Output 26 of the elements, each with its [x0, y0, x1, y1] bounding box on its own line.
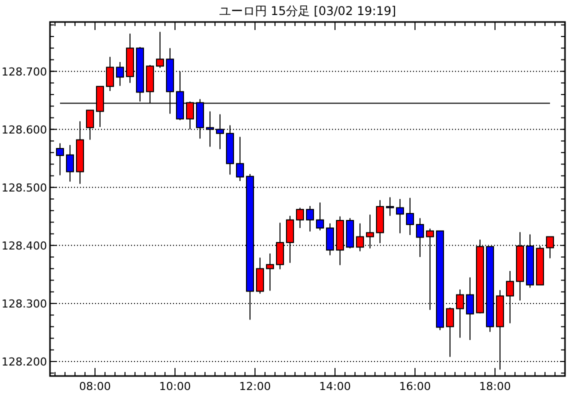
- x-tick-label: 10:00: [159, 380, 191, 393]
- y-tick-label: 128.500: [2, 181, 47, 194]
- x-tick-label: 18:00: [479, 380, 511, 393]
- candlestick: [406, 197, 414, 236]
- candlestick: [156, 31, 164, 68]
- candlestick: [316, 202, 324, 231]
- y-tick-label: 128.400: [2, 239, 47, 252]
- candlestick: [56, 142, 64, 176]
- candlestick: [66, 144, 74, 182]
- y-tick-label: 128.600: [2, 123, 47, 136]
- x-tick-label: 12:00: [239, 380, 271, 393]
- candlestick: [446, 307, 454, 358]
- candlestick: [396, 198, 404, 234]
- candlestick: [236, 136, 244, 182]
- x-tick-label: 08:00: [79, 380, 111, 393]
- candlestick: [296, 207, 304, 229]
- y-tick-label: 128.700: [2, 65, 47, 78]
- y-tick-label: 128.200: [2, 355, 47, 368]
- y-tick-label: 128.300: [2, 297, 47, 310]
- x-tick-label: 14:00: [319, 380, 351, 393]
- candlestick: [386, 196, 394, 216]
- x-tick-label: 16:00: [399, 380, 431, 393]
- candlestick: [256, 257, 264, 294]
- candlestick: [266, 253, 274, 292]
- candlestick: [306, 205, 314, 232]
- chart-title: ユーロ円 15分足 [03/02 19:19]: [218, 4, 396, 18]
